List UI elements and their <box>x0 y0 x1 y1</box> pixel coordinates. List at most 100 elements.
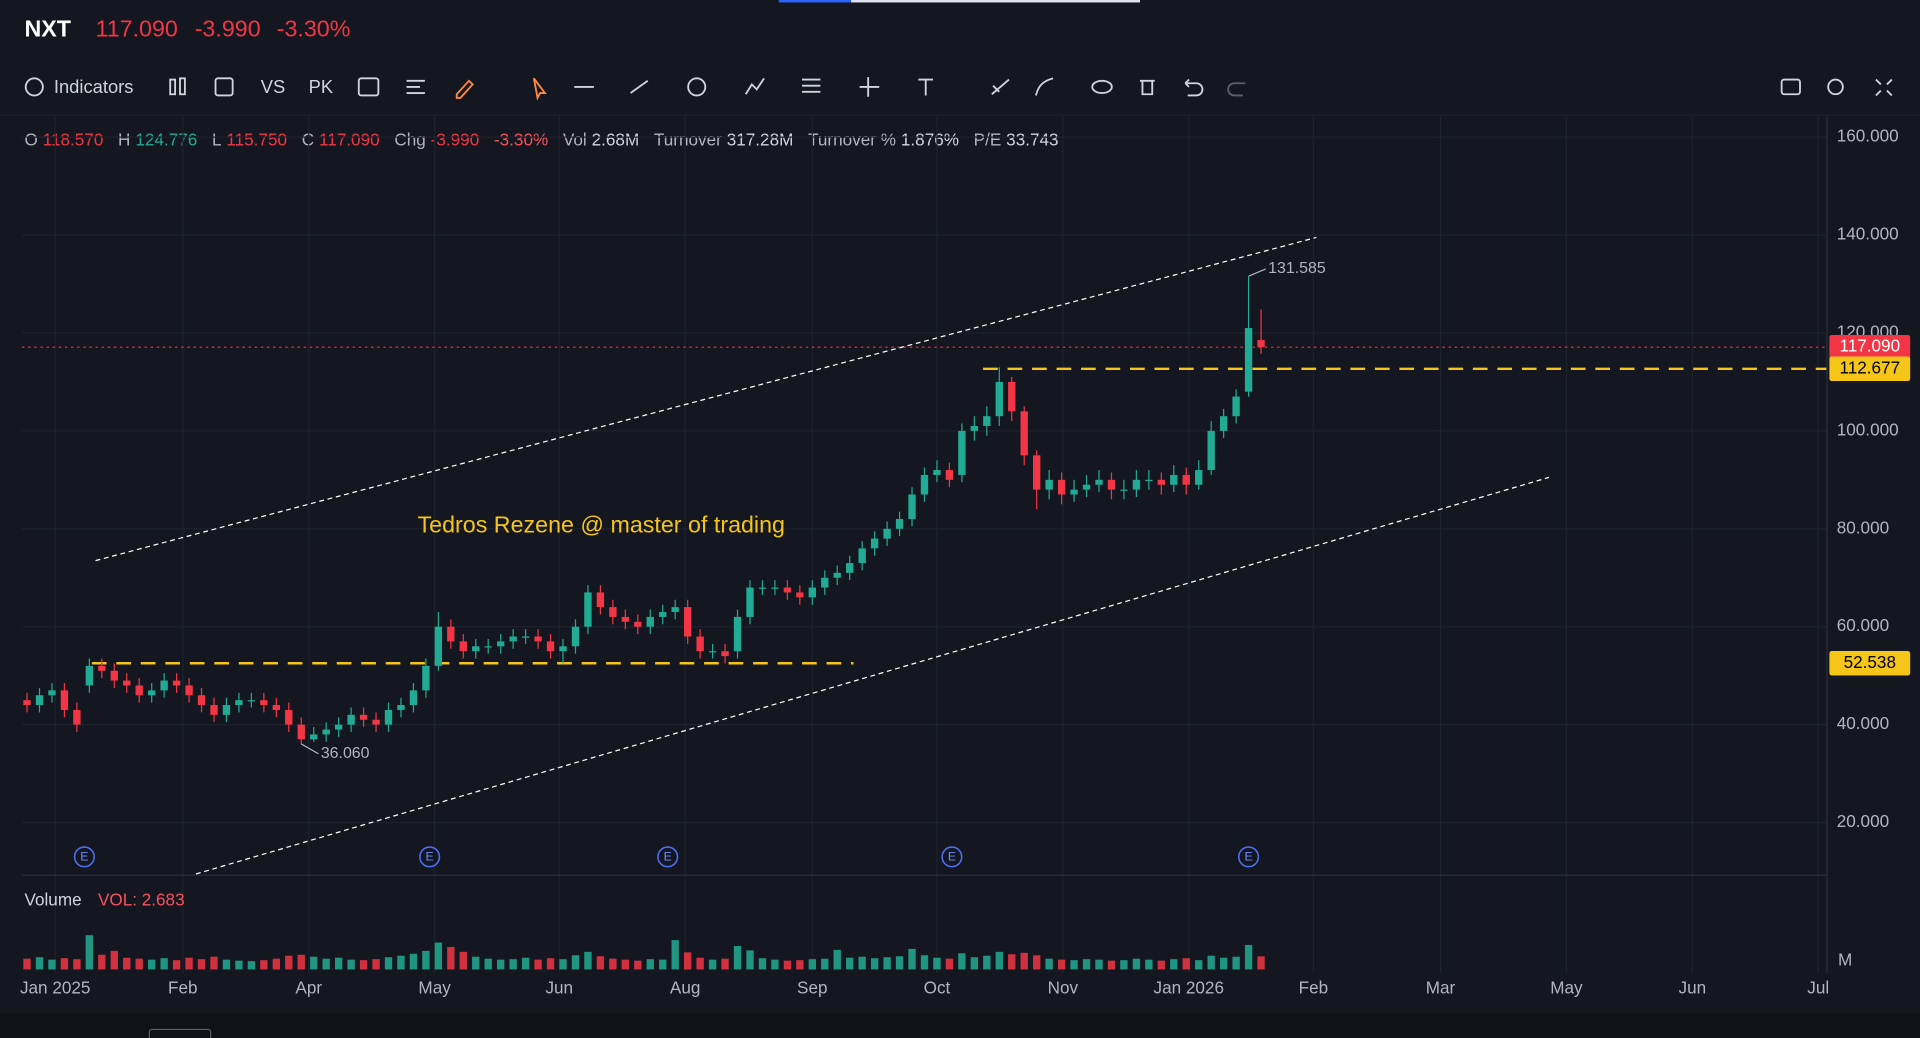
x-tick-label: Jan 2025 <box>20 978 90 998</box>
volume-bar <box>659 959 667 970</box>
candle-body <box>571 626 580 647</box>
candle-body <box>908 494 916 519</box>
eye-icon[interactable] <box>1091 79 1113 94</box>
volume-bar <box>696 957 704 970</box>
candle-body <box>160 680 168 691</box>
annotation-leader <box>300 743 319 755</box>
volume-bar <box>447 946 455 970</box>
volume-bar <box>920 955 929 970</box>
candle-body <box>821 577 829 588</box>
layout-icon[interactable] <box>406 79 425 94</box>
volume-bar <box>434 942 443 970</box>
camera-icon[interactable] <box>1780 78 1801 96</box>
earnings-marker <box>657 846 679 868</box>
candle-body <box>1219 416 1228 431</box>
volume-bar <box>172 960 181 970</box>
volume-bar <box>1082 959 1091 970</box>
volume-bar <box>833 949 841 970</box>
symbol: NXT <box>24 16 71 42</box>
volume-bar <box>222 959 231 970</box>
volume-label: VOL: 2.683 <box>98 889 185 909</box>
volume-bar <box>98 954 106 970</box>
candle-body <box>148 690 156 696</box>
vs-button[interactable]: VS <box>261 76 286 97</box>
magnet-icon[interactable] <box>1035 77 1054 96</box>
earnings-marker <box>419 846 441 868</box>
candle-body <box>1045 479 1053 490</box>
candle-body <box>135 685 143 696</box>
volume-bar <box>559 959 567 970</box>
x-tick-label: Jun <box>545 978 573 998</box>
candle-icon[interactable] <box>169 78 177 96</box>
trash-icon[interactable] <box>1140 79 1155 96</box>
volume-bar <box>1070 960 1078 970</box>
draw-icon[interactable] <box>455 79 474 99</box>
y-tick-label: 100.000 <box>1837 419 1899 439</box>
fullscreen-icon[interactable] <box>1875 78 1893 97</box>
pattern-icon[interactable] <box>744 77 765 95</box>
candle-body <box>696 636 704 652</box>
volume-bar <box>1232 956 1240 970</box>
candle-body <box>521 636 530 638</box>
candle-body <box>497 641 505 647</box>
trend-icon[interactable] <box>630 80 649 94</box>
candle-body <box>796 592 804 598</box>
square-icon[interactable] <box>214 77 234 97</box>
candle-body <box>858 548 866 564</box>
volume-bar <box>634 960 642 970</box>
shape-icon[interactable] <box>687 77 707 97</box>
volume-bar <box>23 958 31 970</box>
fib-icon[interactable] <box>802 78 821 93</box>
info-value: 2.68M <box>592 129 640 149</box>
annotation: 36.060 <box>321 745 370 762</box>
measure-icon[interactable] <box>859 77 880 97</box>
pk-button[interactable]: PK <box>309 76 334 97</box>
candle-body <box>409 690 418 706</box>
info-value: 1.876% <box>901 129 959 149</box>
volume-bar <box>247 961 256 970</box>
earnings-marker <box>941 846 963 868</box>
x-tick-label: Aug <box>670 978 700 998</box>
redo-icon[interactable] <box>1227 82 1246 97</box>
volume-bar <box>758 958 767 970</box>
change-pct: -3.30% <box>277 16 351 42</box>
y-tick-label: 20.000 <box>1837 811 1889 831</box>
volume-bar <box>1257 956 1265 970</box>
y-tick-label: 160.000 <box>1837 126 1899 146</box>
info-label: Turnover <box>654 129 722 149</box>
volume-bar <box>1045 958 1053 970</box>
volume-bar <box>397 955 405 970</box>
candle-body <box>1095 479 1103 485</box>
bottom-tab[interactable] <box>148 1028 212 1038</box>
volume-bar <box>895 956 904 970</box>
candle-body <box>23 700 31 706</box>
change: -3.990 <box>195 16 261 42</box>
brush-icon[interactable] <box>991 78 1010 95</box>
candle-body <box>35 695 44 706</box>
volume-bar <box>359 960 368 970</box>
volume-bar <box>123 957 131 970</box>
volume-bar <box>783 960 792 970</box>
indicators-button[interactable]: Indicators <box>54 76 134 97</box>
x-tick-label: May <box>418 978 451 998</box>
candle-body <box>683 607 692 637</box>
volume-bar <box>609 958 617 970</box>
volume-bar <box>746 950 754 970</box>
candle-body <box>60 690 69 710</box>
text-icon[interactable] <box>918 78 934 96</box>
settings-icon[interactable] <box>1827 78 1844 96</box>
candle-body <box>659 612 667 617</box>
candle-body <box>846 563 854 573</box>
volume-bar <box>683 952 692 970</box>
cursor-icon[interactable] <box>532 77 547 101</box>
volume-bar <box>210 956 218 970</box>
candle-body <box>1232 396 1240 417</box>
undo-icon[interactable] <box>1184 78 1204 97</box>
volume-bar <box>48 959 56 970</box>
volume-bar <box>1032 955 1041 970</box>
x-tick-label: Oct <box>924 978 951 998</box>
info-value: 115.750 <box>226 129 287 149</box>
indicators-icon[interactable] <box>24 77 44 97</box>
chart-icon[interactable] <box>357 77 380 97</box>
